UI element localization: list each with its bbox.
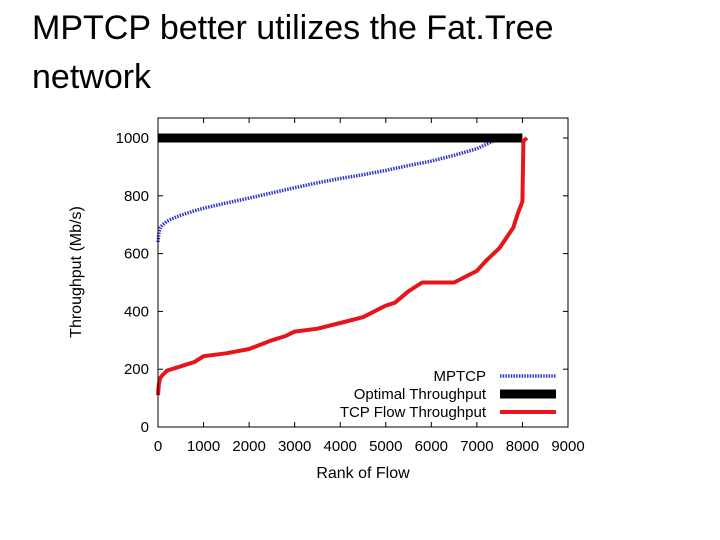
y-axis-ticks: 0 200 400 600 800 1000 [116, 130, 568, 436]
slide-title-line-2: network [32, 58, 152, 96]
y-tick-label-1: 200 [124, 361, 149, 378]
x-tick-label-0: 0 [154, 438, 162, 455]
x-tick-label-4: 4000 [324, 438, 357, 455]
legend-label-1: Optimal Throughput [354, 386, 487, 403]
y-tick-label-2: 400 [124, 303, 149, 320]
slide-title: MPTCP better utilizes the Fat.Tree netwo… [32, 4, 692, 102]
x-tick-label-1: 1000 [187, 438, 220, 455]
x-tick-label-3: 3000 [278, 438, 311, 455]
x-tick-label-8: 8000 [506, 438, 539, 455]
legend-label-2: TCP Flow Throughput [340, 404, 487, 421]
x-tick-label-6: 6000 [415, 438, 448, 455]
x-axis-ticks: 0 1000 2000 3000 4000 5000 6000 7000 8000 9000 [154, 118, 585, 455]
y-axis-label: Throughput (Mb/s) [68, 206, 85, 338]
y-tick-label-5: 1000 [116, 130, 149, 147]
x-tick-label-5: 5000 [369, 438, 402, 455]
y-tick-label-0: 0 [141, 419, 149, 436]
x-tick-label-2: 2000 [232, 438, 265, 455]
y-tick-label-3: 600 [124, 246, 149, 263]
y-tick-label-4: 800 [124, 188, 149, 205]
x-tick-label-9: 9000 [551, 438, 584, 455]
slide-title-line-1: MPTCP better utilizes the Fat.Tree [32, 9, 554, 47]
legend-label-0: MPTCP [434, 368, 487, 385]
series-line-2 [156, 136, 529, 396]
chart-marks [156, 133, 529, 396]
x-tick-label-7: 7000 [460, 438, 493, 455]
plot-frame [157, 117, 569, 428]
x-axis-label: Rank of Flow [316, 465, 410, 482]
series-line-0 [156, 136, 501, 243]
